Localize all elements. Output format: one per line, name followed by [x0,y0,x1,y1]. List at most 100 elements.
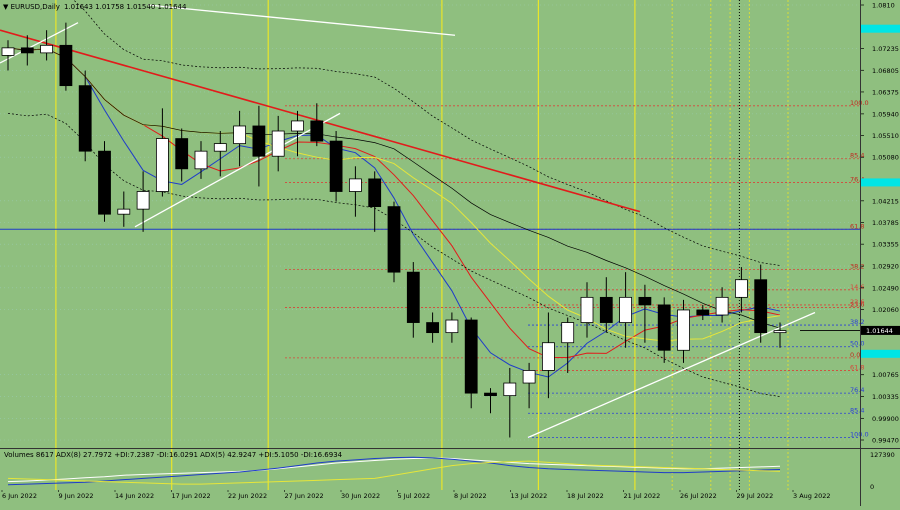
date-axis-label: 3 Aug 2022 [793,492,831,500]
candle-body[interactable] [348,178,362,192]
date-axis-label: 18 Jul 2022 [567,492,604,500]
date-axis-label: 21 Jul 2022 [624,492,661,500]
candle-body[interactable] [580,296,594,323]
date-axis-label: 13 Jul 2022 [511,492,548,500]
price-tag-highlight [861,178,900,187]
fib-level-label: 61.8 [850,222,864,230]
volume-axis-label: 127390 [870,451,895,459]
candle-body[interactable] [522,370,536,384]
fib-level-label: 38.2 [850,263,864,271]
candle-body[interactable] [117,208,131,215]
candle-body[interactable] [368,178,382,208]
chart-title: ▼ EURUSD,Daily [3,3,60,11]
date-axis-label: 8 Jul 2022 [454,492,487,500]
candle-body[interactable] [78,85,92,152]
date-axis-label: 17 Jun 2022 [172,492,211,500]
candle-body[interactable] [503,382,517,397]
candle-body[interactable] [561,322,575,344]
current-price-label: 1.01644 [866,327,893,335]
candle-body[interactable] [155,138,169,192]
ma-long-line [7,47,781,329]
price-axis-label: 1.05940 [872,110,899,118]
fib-level-label: 14.6 [850,283,864,291]
volume-axis-label: 0 [870,483,874,491]
candle-body[interactable] [20,47,34,54]
indicator-readout: Volumes 8617 ADX(8) 27.7972 +DI:7.2387 -… [4,451,343,459]
price-axis-label: 1.07235 [872,45,899,53]
support-trend-line[interactable] [134,112,341,228]
fib-level-label: 0.0 [850,351,860,359]
candle-body[interactable] [59,44,73,87]
date-axis-label: 5 Jul 2022 [398,492,431,500]
candle-body[interactable] [542,342,555,371]
support-trend-line[interactable] [527,311,816,439]
price-axis-label: 0.99900 [872,415,899,423]
candle-body[interactable] [715,296,729,316]
adx8-line [7,457,781,483]
fib-level-label: 76.4 [850,386,864,394]
price-axis-label: 1.02490 [872,284,899,292]
candle-body[interactable] [194,150,208,170]
candle-body[interactable] [1,47,15,56]
fib-level-label: 100.0 [850,99,869,107]
price-tag-highlight [861,24,900,33]
candle-body[interactable] [619,296,632,323]
candle-body[interactable] [387,206,401,273]
date-axis-label: 30 Jun 2022 [341,492,380,500]
price-tag-highlight [861,349,900,358]
candle-body[interactable] [329,140,343,192]
candle-body[interactable] [464,319,478,394]
price-axis-label: 1.05510 [872,132,899,140]
candle-body[interactable] [98,150,111,215]
candle-body[interactable] [271,130,285,157]
ohlc-readout: 1.01643 1.01758 1.01540 1.01644 [64,3,187,11]
candle-body[interactable] [599,296,613,323]
candle-body[interactable] [696,309,710,316]
candle-body[interactable] [426,322,440,334]
candle-body[interactable] [657,304,671,351]
price-axis-label: 1.05080 [872,154,899,162]
candle-body[interactable] [677,309,690,351]
candle-body[interactable] [252,125,266,157]
adx5-line [7,456,781,486]
candle-body[interactable] [484,392,497,397]
date-axis-label: 27 Jun 2022 [285,492,324,500]
fib-level-label: 61.8 [850,363,864,371]
candle-body[interactable] [445,319,459,334]
price-axis-label: 1.03785 [872,219,899,227]
candle-body[interactable] [735,279,748,298]
price-axis-border [860,0,861,506]
price-axis-label: 1.02920 [872,263,899,271]
channel-line[interactable] [147,4,456,36]
bollinger-upper-line [73,0,781,266]
current-price-tag [861,325,900,335]
candle-body[interactable] [773,330,787,334]
candle-body[interactable] [175,138,189,170]
fib-level-label: 85.4 [850,152,864,160]
fib-level-label: 50.0 [850,340,864,348]
date-axis-label: 6 Jun 2022 [2,492,37,500]
candle-body[interactable] [233,125,247,145]
fib-level-label: 23.6 [850,300,864,308]
price-axis-label: 1.00335 [872,393,899,401]
candle-body[interactable] [406,271,420,323]
price-axis-label: 1.00765 [872,371,899,379]
candle-body[interactable] [310,120,324,142]
candle-body[interactable] [136,191,150,210]
price-axis-label: 1.02060 [872,306,899,314]
price-axis-label: 1.04215 [872,197,899,205]
fib-level-label: 100.0 [850,430,869,438]
fib-level-label: 76.4 [850,175,864,183]
pane-divider[interactable] [0,448,900,449]
fib-level-label: 23.6 [850,298,864,306]
channel-line[interactable] [0,22,79,64]
date-axis-label: 9 Jun 2022 [59,492,94,500]
fib-level-label: 38.2 [850,318,864,326]
candle-body[interactable] [213,143,227,152]
candle-body[interactable] [40,44,53,54]
candle-body[interactable] [754,279,768,334]
date-axis-label: 14 Jun 2022 [115,492,154,500]
candle-body[interactable] [291,120,304,132]
candle-body[interactable] [638,296,652,306]
